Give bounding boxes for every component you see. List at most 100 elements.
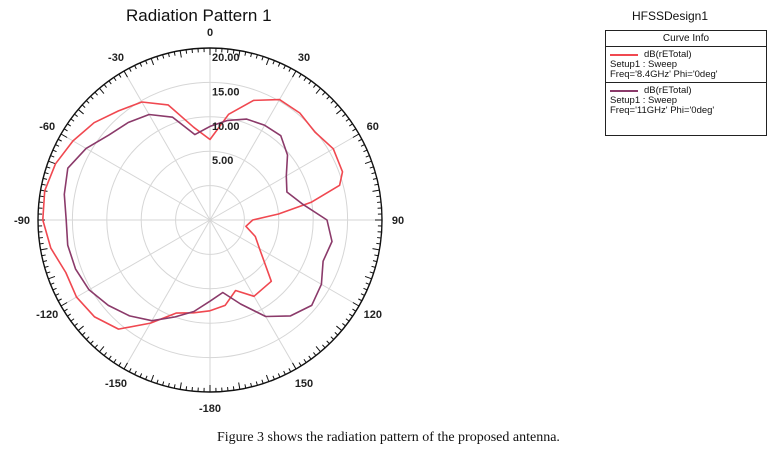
angle-tick [103,84,107,88]
angle-tick [63,128,68,132]
angle-tick [265,58,270,66]
figure-caption: Figure 3 shows the radiation pattern of … [217,430,560,445]
angle-tick [244,51,247,56]
angle-tick [322,344,326,349]
angle-tick [322,91,326,96]
angle-tick [352,128,357,132]
angle-label: -90 [14,215,30,227]
angle-tick [261,379,264,384]
angle-tick [371,172,376,175]
angle-tick [94,344,98,349]
angle-tick [99,346,105,353]
angle-label: -120 [36,309,58,321]
angle-tick [371,265,376,268]
angle-tick [134,65,137,70]
angle-tick [326,340,330,345]
angle-tick [70,318,75,322]
angle-tick [52,287,57,291]
angle-tick [348,313,353,317]
legend-swatch-2 [610,89,638,92]
angle-tick [238,50,241,58]
angle-tick [179,50,182,58]
angle-tick [358,138,363,142]
angle-label: -60 [39,121,55,133]
angle-tick [85,336,90,340]
angle-tick [85,100,90,104]
angle-tick [39,195,44,198]
angle-tick [128,368,132,373]
angle-tick [261,56,264,61]
angle-tick [94,91,98,96]
angle-tick [118,73,122,78]
angle-tick [298,73,302,78]
angle-tick [250,382,253,388]
angle-tick [352,302,360,307]
angle-tick [60,133,68,138]
angle-tick [244,384,247,389]
angle-tick [315,346,321,353]
angle-tick [363,149,368,153]
angle-tick [74,323,78,327]
grid-spoke [60,133,211,221]
series-line-2 [63,113,333,322]
grid-spoke [209,219,360,307]
angle-tick [272,60,275,65]
legend-entry-1: dB(rETotal) Setup1 : Sweep Freq='8.4GHz'… [606,47,766,82]
angle-tick [162,54,165,59]
angle-tick [90,95,94,100]
angle-tick [298,362,302,367]
radial-tick-label: 15.00 [212,86,240,98]
angle-tick [48,275,56,280]
angle-tick [360,144,365,147]
angle-tick [90,340,94,345]
angle-tick [52,149,57,153]
angle-tick [41,254,46,257]
angle-tick [334,104,339,108]
angle-tick [77,325,84,331]
grid-spoke [123,219,211,370]
angle-tick [313,84,317,88]
angle-tick [376,195,381,198]
angle-tick [352,308,357,312]
angle-tick [303,358,307,363]
legend-params-2: Freq='11GHz' Phi='0deg' [610,105,715,116]
angle-tick [128,67,132,72]
legend-entry-2: dB(rETotal) Setup1 : Sweep Freq='11GHz' … [606,82,766,118]
angle-tick [365,282,370,285]
series-group [42,98,344,330]
angle-tick [232,49,235,54]
angle-tick [134,370,137,375]
angle-tick [185,49,188,54]
angle-tick [48,160,56,165]
angle-tick [372,260,378,263]
angle-tick [283,65,286,70]
chart-title: Radiation Pattern 1 [126,6,272,25]
angle-tick [139,373,143,378]
angle-tick [44,265,49,268]
angle-tick [374,254,379,257]
angle-tick [342,113,346,117]
polar-grid [37,47,383,393]
angle-tick [103,352,107,356]
grid-spoke [60,219,211,307]
angle-tick [156,56,159,61]
radial-tick-label: 5.00 [212,155,233,167]
angle-tick [334,332,339,336]
angle-tick [167,382,170,388]
angle-tick [255,381,258,386]
legend-series-name-1: dB(rETotal) [644,49,692,60]
series-line-1 [42,98,344,330]
angle-tick [60,302,68,307]
angle-label: -30 [108,52,124,64]
angle-tick [232,386,235,391]
angle-tick [369,271,374,274]
angle-tick [42,260,48,263]
angle-tick [313,352,317,356]
angle-tick [55,144,60,147]
angle-tick [272,375,275,380]
angle-tick [173,51,176,56]
angle-tick [57,138,62,142]
angle-tick [150,58,155,66]
angle-tick [372,248,380,251]
